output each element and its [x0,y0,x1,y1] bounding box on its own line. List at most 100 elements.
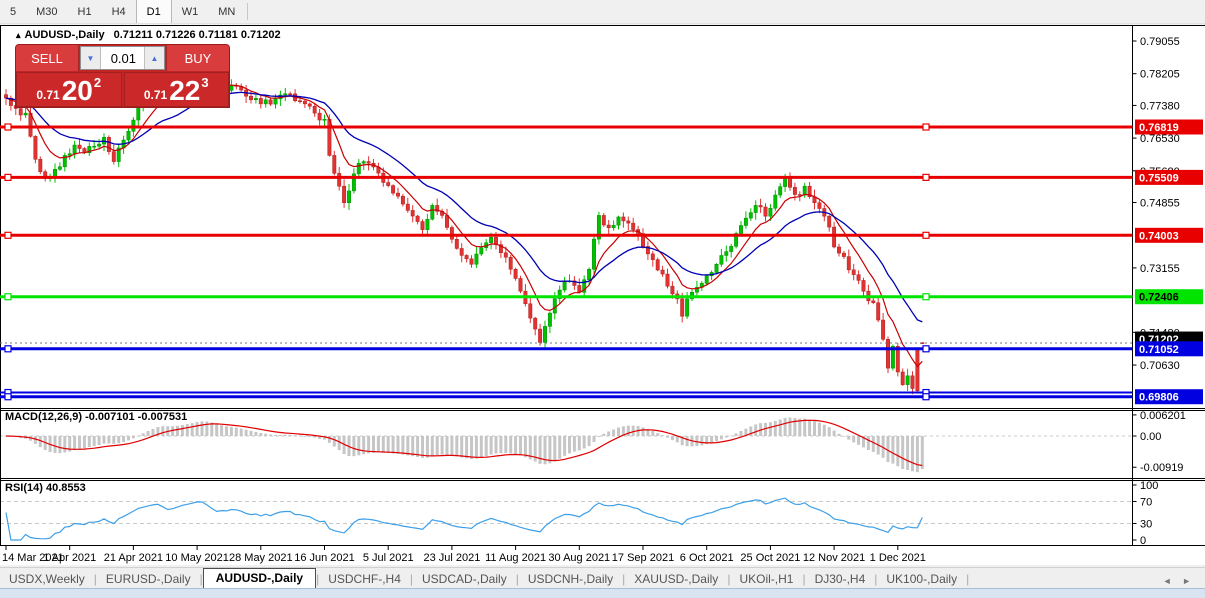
candle-body [886,339,890,369]
line-anchor-handle[interactable] [922,173,930,181]
candle-body [748,212,753,219]
macd-histogram-bar [793,418,797,436]
chart-header: ▴ AUDUSD-,Daily 0.71211 0.71226 0.71181 0.… [16,29,281,41]
macd-histogram-bar [548,436,552,464]
line-anchor-handle[interactable] [922,345,930,353]
buy-button[interactable]: BUY [166,45,229,71]
sell-price-pip: 2 [93,75,102,90]
tab-ukoil-h1[interactable]: UKOil-,H1 [739,572,794,586]
tab-separator: | [802,572,806,586]
macd-indicator-label: MACD(12,26,9) -0.007101 -0.007531 [5,411,188,423]
rsi-indicator-label: RSI(14) 40.8553 [5,482,86,494]
timeframe-button-5[interactable]: 5 [10,6,17,18]
candle-body [915,348,920,392]
tab-usdchf-h4[interactable]: USDCHF-,H4 [328,572,401,586]
line-anchor-handle[interactable] [4,345,12,353]
volume-input[interactable]: 0.01 [110,50,136,66]
candle-body [361,161,366,164]
macd-histogram-bar [729,435,733,437]
candle-body [538,328,543,343]
macd-histogram-bar [724,436,728,438]
price-chart[interactable]: 0.790550.782050.773800.765300.756800.748… [0,25,1205,565]
macd-histogram-bar [519,436,522,456]
macd-histogram-bar [450,436,454,456]
tab-usdx-weekly[interactable]: USDX,Weekly [9,572,85,586]
macd-histogram-bar [906,436,910,470]
sell-button[interactable]: SELL [16,45,79,71]
chart-window [0,25,1205,565]
macd-signal-line [5,419,923,467]
symbol-tab-bar: USDX,Weekly | EURUSD-,Daily | AUDUSD-,Daily |… [0,567,1205,589]
candle-body [136,107,141,121]
macd-histogram-bar [670,436,674,441]
buy-price-box[interactable]: 0.71 22 3 [123,72,229,107]
volume-decrease-icon[interactable]: ▼ [81,47,101,69]
candle-body [778,186,783,196]
tab-usdcad-daily[interactable]: USDCAD-,Daily [422,572,507,586]
macd-histogram-bar [778,419,782,436]
timeframe-button-MN[interactable]: MN [218,6,236,18]
line-anchor-handle[interactable] [922,231,930,239]
tab-xauusd-daily[interactable]: XAUUSD-,Daily [634,572,719,586]
line-anchor-handle[interactable] [4,231,12,239]
tab-dj30-h4[interactable]: DJ30-,H4 [814,572,866,586]
volume-increase-icon[interactable]: ▲ [144,47,164,69]
macd-histogram-bar [97,436,101,446]
line-anchor-handle[interactable] [922,293,930,301]
macd-histogram-bar [538,436,542,464]
tab-uk100-daily[interactable]: UK100-,Daily [886,572,958,586]
macd-histogram-bar [416,436,420,457]
line-anchor-handle[interactable] [4,393,12,401]
tab-scroll-arrows[interactable]: ◄ ► [1162,576,1195,586]
timeframe-button-D1[interactable]: D1 [135,0,172,23]
macd-histogram-bar [558,436,562,459]
candles-layer [4,58,925,395]
line-anchor-handle[interactable] [4,293,12,301]
candle-body [846,256,851,271]
timeframe-button-W1[interactable]: W1 [181,6,199,18]
candle-body [665,273,670,287]
line-anchor-handle[interactable] [922,393,930,401]
candle-body [900,371,905,385]
price-axis-label: 0.76530 [1140,133,1180,145]
timeframe-button-H1[interactable]: H1 [77,6,92,18]
macd-axis-label: 0.00 [1140,431,1161,443]
tab-audusd-daily[interactable]: AUDUSD-,Daily [202,568,317,589]
moving-average-8 [5,77,923,368]
macd-histogram-bar [582,436,586,449]
macd-histogram-bar [180,425,184,436]
candle-body [92,145,97,148]
macd-histogram-bar [523,436,527,458]
sell-price-prefix: 0.71 [36,88,60,102]
macd-histogram-bar [298,435,302,437]
candle-body [479,247,484,255]
macd-histogram-bar [58,436,62,454]
candle-body [57,166,62,170]
timeframe-button-M30[interactable]: M30 [36,6,58,18]
macd-histogram-bar [176,425,179,436]
tab-usdcnh-daily[interactable]: USDCNH-,Daily [527,572,614,586]
macd-histogram-bar [87,436,91,448]
macd-histogram-bar [435,436,439,456]
macd-histogram-bar [68,436,72,452]
macd-histogram-bar [626,425,630,436]
candle-body [552,298,557,314]
date-axis-label: 23 Jul 2021 [423,552,480,564]
macd-histogram-bar [73,436,77,451]
macd-histogram-bar [303,436,307,437]
macd-histogram-bar [607,431,611,436]
collapse-panel-icon[interactable]: ▴ [16,30,21,40]
candle-body [268,99,273,105]
candle-body [694,287,699,293]
tab-eurusd-daily[interactable]: EURUSD-,Daily [105,572,191,586]
candle-body [626,220,631,224]
macd-histogram-bar [808,419,812,436]
timeframe-button-H4[interactable]: H4 [111,6,126,18]
line-anchor-handle[interactable] [922,123,930,131]
sell-price-box[interactable]: 0.71 20 2 [16,72,122,107]
macd-axis-label: -0.00919 [1140,462,1183,474]
line-anchor-handle[interactable] [4,123,12,131]
line-anchor-handle[interactable] [4,173,12,181]
macd-histogram-bar [572,436,576,452]
